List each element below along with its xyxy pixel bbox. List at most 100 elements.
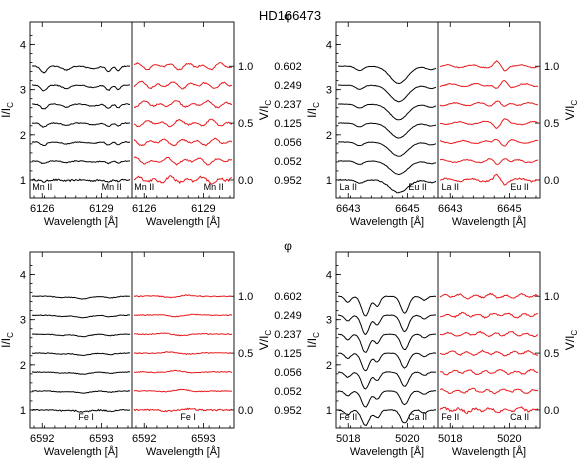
phase-value: 0.125: [274, 348, 302, 360]
v-tick-label: 1.0: [544, 61, 559, 73]
y-tick-label: 2: [20, 360, 26, 372]
line-id-label: Eu II: [510, 182, 529, 192]
y-tick-label: 2: [20, 130, 26, 142]
line-id-label: Eu II: [408, 182, 427, 192]
figure-title: HD166473: [259, 8, 321, 23]
v-tick-label: 0.5: [238, 118, 253, 130]
intensity-profile: [31, 408, 131, 413]
line-id-label: Fe II: [441, 412, 459, 422]
intensity-profile: [338, 390, 436, 408]
x-tick-label: 5018: [336, 433, 360, 445]
x-axis-label: Wavelength [Å]: [350, 215, 424, 228]
x-tick-label: 5020: [395, 433, 419, 445]
stokes-v-profile: [133, 156, 233, 166]
v-tick-label: 1.0: [238, 291, 253, 303]
phase-symbol: φ: [284, 9, 292, 23]
intensity-profile: [337, 160, 437, 176]
line-id-label: Fe I: [78, 412, 94, 422]
y-tick-label: 3: [326, 315, 332, 327]
x-tick-label: 6645: [395, 203, 419, 215]
stokes-v-profile: [439, 79, 539, 89]
x-axis-label: Wavelength [Å]: [146, 215, 220, 228]
line-id-label: Mn II: [32, 182, 52, 192]
phase-value: 0.249: [274, 310, 302, 322]
stokes-v-profile: [133, 80, 233, 90]
stokes-v-profile: [133, 407, 233, 413]
phase-value: 0.052: [274, 386, 302, 398]
x-tick-label: 5018: [438, 433, 462, 445]
y-tick-label: 1: [20, 405, 26, 417]
phase-value: 0.602: [274, 61, 302, 73]
line-id-label: Mn II: [134, 182, 154, 192]
v-tick-label: 0.0: [238, 405, 253, 417]
phase-value: 0.952: [274, 175, 302, 187]
intensity-profile: [31, 122, 131, 128]
x-tick-label: 6129: [89, 203, 113, 215]
intensity-profile: [337, 141, 437, 157]
line-id-label: Ca II: [510, 412, 529, 422]
x-tick-label: 6593: [191, 433, 215, 445]
intensity-profile: [337, 103, 437, 121]
phase-value: 0.052: [274, 156, 302, 168]
v-tick-label: 0.5: [238, 348, 253, 360]
stokes-v-profile: [133, 61, 233, 71]
line-id-label: Mn II: [204, 182, 224, 192]
stokes-v-profile: [133, 369, 233, 374]
x-axis-label: Wavelength [Å]: [146, 445, 220, 458]
stokes-v-profile: [133, 175, 233, 185]
intensity-profile: [31, 314, 131, 319]
stokes-v-profile: [439, 60, 539, 72]
x-tick-label: 5020: [497, 433, 521, 445]
y-axis-label: I/IC: [305, 332, 321, 348]
phase-value: 0.602: [274, 291, 302, 303]
phase-value: 0.056: [274, 367, 302, 379]
v-tick-label: 1.0: [544, 291, 559, 303]
x-tick-label: 6643: [438, 203, 462, 215]
stokes-v-profile: [439, 368, 539, 376]
intensity-profile: [31, 295, 130, 300]
y-tick-label: 4: [20, 40, 26, 52]
x-tick-label: 6129: [191, 203, 215, 215]
stokes-v-profile: [439, 100, 538, 107]
v-tick-label: 1.0: [238, 61, 253, 73]
v-tick-label: 0.0: [238, 175, 253, 187]
phase-value: 0.056: [274, 137, 302, 149]
y-tick-label: 1: [20, 175, 26, 187]
intensity-profile: [31, 333, 131, 338]
intensity-profile: [31, 65, 131, 74]
stokes-v-profile: [133, 118, 233, 128]
stokes-v-profile: [439, 173, 539, 186]
intensity-profile: [337, 352, 437, 372]
line-id-label: Fe II: [339, 412, 357, 422]
v-axis-label: V/IC: [563, 330, 579, 351]
y-tick-label: 2: [326, 360, 332, 372]
intensity-profile: [31, 352, 131, 357]
stokes-v-profile: [133, 313, 233, 318]
x-tick-label: 6126: [30, 203, 54, 215]
y-axis-label: I/IC: [305, 102, 321, 118]
stokes-v-profile: [439, 311, 539, 319]
stokes-v-profile: [439, 138, 539, 147]
phase-value: 0.125: [274, 118, 302, 130]
y-tick-label: 2: [326, 130, 332, 142]
intensity-profile: [337, 371, 437, 390]
stokes-v-profile: [439, 330, 539, 338]
y-axis-label: I/IC: [0, 102, 15, 118]
stokes-v-profile: [133, 332, 233, 337]
v-tick-label: 0.0: [544, 405, 559, 417]
x-tick-label: 6645: [497, 203, 521, 215]
intensity-profile: [338, 65, 437, 85]
intensity-profile: [338, 333, 437, 353]
intensity-profile: [31, 141, 131, 147]
phase-columns: φ 0.602 0.249 0.237 0.125 0.056 0.052 0.952 φ 0.6…: [274, 9, 302, 417]
v-axis-label: V/IC: [257, 330, 273, 351]
stokes-v-profile: [439, 118, 539, 130]
stokes-v-profile: [439, 406, 539, 415]
line-id-label: Fe I: [180, 412, 196, 422]
stokes-v-profile: [133, 351, 233, 356]
x-axis-label: Wavelength [Å]: [44, 445, 118, 458]
intensity-profile: [31, 371, 131, 375]
stokes-v-profile: [133, 137, 233, 147]
phase-value: 0.237: [274, 99, 302, 111]
